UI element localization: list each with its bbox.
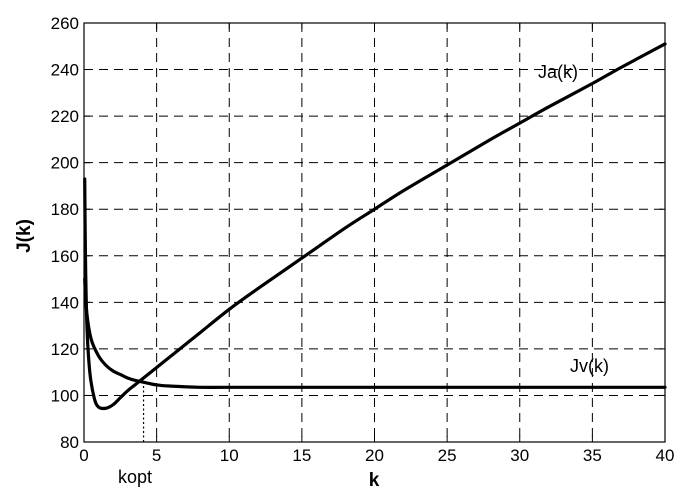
y-tick-label: 80 [60, 433, 79, 452]
y-tick-label: 160 [51, 247, 79, 266]
x-tick-label: 10 [220, 446, 239, 465]
grid-lines [84, 23, 665, 442]
y-tick-label: 140 [51, 293, 79, 312]
y-tick-label: 260 [51, 14, 79, 33]
x-tick-label: 15 [292, 446, 311, 465]
y-tick-label: 220 [51, 107, 79, 126]
y-tick-label: 180 [51, 200, 79, 219]
x-tick-label: 40 [656, 446, 675, 465]
x-tick-label: 25 [438, 446, 457, 465]
series-line-ja [83, 42, 667, 411]
x-tick-label: 0 [79, 446, 88, 465]
series-label-jv: Jv(k) [570, 356, 609, 376]
x-tick-label: 30 [510, 446, 529, 465]
series-line-jv [83, 277, 667, 389]
y-axis-label: J(k) [14, 219, 35, 253]
series-lines [83, 42, 667, 411]
x-tick-label: 5 [152, 446, 161, 465]
x-axis-label: k [369, 470, 380, 487]
kopt-label: kopt [118, 467, 152, 487]
y-tick-label: 100 [51, 386, 79, 405]
x-tick-labels: 0 5 10 15 20 25 30 35 40 [79, 446, 674, 465]
series-label-ja: Ja(k) [538, 62, 578, 82]
x-tick-label: 35 [583, 446, 602, 465]
y-tick-label: 200 [51, 154, 79, 173]
y-tick-labels: 80 100 120 140 160 180 200 220 240 260 [51, 14, 79, 452]
y-tick-label: 240 [51, 61, 79, 80]
x-tick-label: 20 [365, 446, 384, 465]
y-tick-label: 120 [51, 340, 79, 359]
